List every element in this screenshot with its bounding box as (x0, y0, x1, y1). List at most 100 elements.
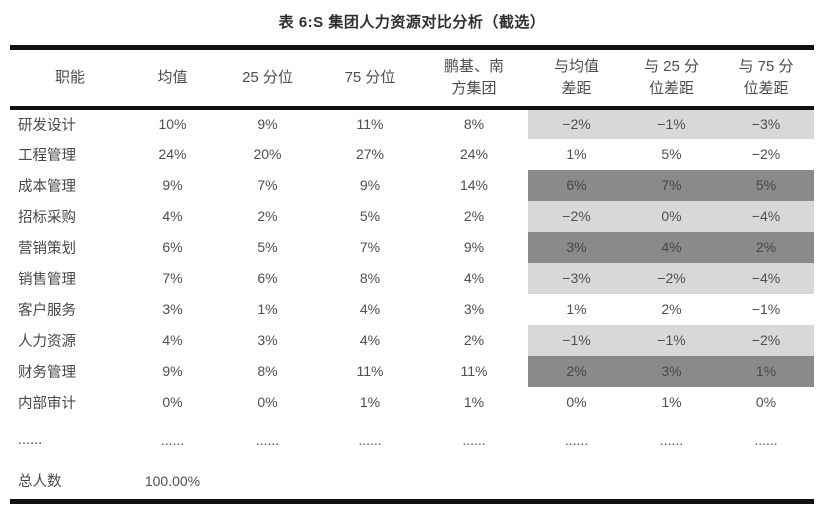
table-cell: ...... (754, 432, 778, 448)
table-cell: 4% (359, 301, 381, 317)
table-cell: 24% (158, 146, 187, 162)
table-row: 客户服务 3% 1% 4% 3% 1% 2% −1% (10, 294, 814, 325)
column-header-6: 与 25 分 位差距 (643, 58, 700, 97)
row-label: 总人数 (18, 474, 62, 491)
table-cell: 6% (162, 239, 183, 255)
table-cell: −2% (528, 200, 625, 232)
table-cell: −2% (528, 107, 625, 139)
table-cell: 5% (359, 208, 381, 224)
table-cell: 3% (257, 332, 278, 348)
table-cell: ...... (160, 432, 185, 448)
hr-comparison-table: 职能 均值 25 分位 75 分位 鹏基、南 方集团 与均值 差距 与 25 分 位差距与 … (10, 45, 814, 504)
table-cell: ...... (255, 432, 280, 448)
table-cell: 1% (566, 146, 587, 162)
table-cell: 5% (718, 169, 814, 201)
table-cell: 3% (463, 301, 485, 317)
table-cell: 6% (257, 270, 278, 286)
table-cell: ...... (462, 432, 486, 448)
table-cell: 2% (718, 231, 814, 263)
table-row: 总人数 100.00% (10, 463, 814, 502)
column-header-3: 75 分位 (344, 68, 396, 86)
table-row: ........................................… (10, 418, 814, 463)
table-cell: 2% (257, 208, 278, 224)
table-cell: −3% (528, 262, 625, 294)
row-label: 人力资源 (18, 333, 76, 350)
table-row: 研发设计 10% 9% 11% 8% −2% −1% −3% (10, 107, 814, 139)
table-cell: 4% (162, 332, 183, 348)
column-header-4: 鹏基、南 方集团 (443, 58, 504, 97)
table-cell: 2% (528, 355, 625, 387)
table-cell: 6% (528, 169, 625, 201)
table-cell: 5% (257, 239, 278, 255)
table-cell: 7% (257, 177, 278, 193)
table-cell: 14% (459, 177, 489, 193)
table-row: 财务管理 9% 8% 11% 11% 2% 3% 1% (10, 355, 814, 387)
table-cell: 0% (566, 394, 587, 410)
table-cell: 9% (463, 239, 485, 255)
table-cell: 1% (566, 301, 587, 317)
table-cell: 2% (463, 208, 485, 224)
table-cell: 4% (162, 208, 183, 224)
table-header: 职能 均值 25 分位 75 分位 鹏基、南 方集团 与均值 差距 与 25 分 位差距与 … (10, 48, 814, 108)
table-cell: 11% (356, 363, 384, 379)
table-cell: 3% (162, 301, 183, 317)
table-row: 招标采购 4% 2% 5% 2% −2% 0% −4% (10, 200, 814, 232)
table-row: 内部审计 0% 0% 1% 1% 0% 1% 0% (10, 387, 814, 418)
table-cell: ...... (659, 432, 684, 448)
column-header-7: 与 75 分 位差距 (738, 58, 794, 97)
table-cell (528, 463, 625, 502)
table-cell: −3% (718, 107, 814, 139)
table-cell: 1% (718, 355, 814, 387)
table-cell (420, 463, 528, 502)
table-cell: 9% (359, 177, 381, 193)
table-cell: 0% (755, 394, 777, 410)
column-header-1: 均值 (157, 68, 188, 86)
table-cell (215, 463, 320, 502)
row-label: 招标采购 (18, 209, 76, 226)
table-cell: −1% (625, 324, 718, 356)
table-cell: 11% (460, 363, 488, 379)
table-cell: −2% (718, 324, 814, 356)
row-label: 客户服务 (18, 302, 76, 319)
table-cell: 7% (625, 169, 718, 201)
table-cell: −2% (625, 262, 718, 294)
table-cell: 1% (661, 394, 682, 410)
table-row: 销售管理 7% 6% 8% 4% −3% −2% −4% (10, 262, 814, 294)
table-cell: 5% (661, 146, 682, 162)
column-header-5: 与均值 差距 (553, 58, 599, 97)
table-row: 工程管理 24% 20% 27% 24% 1% 5% −2% (10, 139, 814, 170)
table-cell: 9% (257, 116, 278, 132)
table-cell: 8% (257, 363, 278, 379)
table-row: 人力资源 4% 3% 4% 2% −1% −1% −2% (10, 324, 814, 356)
table-cell: 10% (158, 116, 187, 132)
table-cell: 2% (661, 301, 682, 317)
row-label: 营销策划 (18, 240, 76, 257)
table-cell: 0% (162, 394, 183, 410)
row-label: 财务管理 (18, 364, 76, 381)
table-row: 营销策划 6% 5% 7% 9% 3% 4% 2% (10, 231, 814, 263)
table-cell: 9% (162, 363, 183, 379)
row-label: 工程管理 (18, 147, 76, 164)
table-cell: 9% (162, 177, 183, 193)
row-label: 内部审计 (18, 395, 76, 412)
column-header-0: 职能 (54, 68, 85, 86)
table-cell: 0% (257, 394, 278, 410)
row-label: 成本管理 (18, 178, 76, 195)
table-cell: 8% (463, 116, 485, 132)
row-label: 研发设计 (18, 117, 76, 134)
table-cell: 3% (625, 355, 718, 387)
table-cell: 27% (355, 146, 385, 162)
table-cell: −4% (718, 200, 814, 232)
table-cell: −4% (718, 262, 814, 294)
table-cell (718, 463, 814, 502)
table-cell: 1% (359, 394, 381, 410)
table-cell: 4% (463, 270, 485, 286)
column-header-2: 25 分位 (242, 68, 293, 86)
table-row: 成本管理 9% 7% 9% 14% 6% 7% 5% (10, 169, 814, 201)
table-cell: 7% (359, 239, 381, 255)
table-title: 表 6:S 集团人力资源对比分析（截选） (278, 14, 546, 31)
table-cell (320, 463, 420, 502)
table-cell: 1% (257, 301, 278, 317)
table-cell: 8% (359, 270, 381, 286)
